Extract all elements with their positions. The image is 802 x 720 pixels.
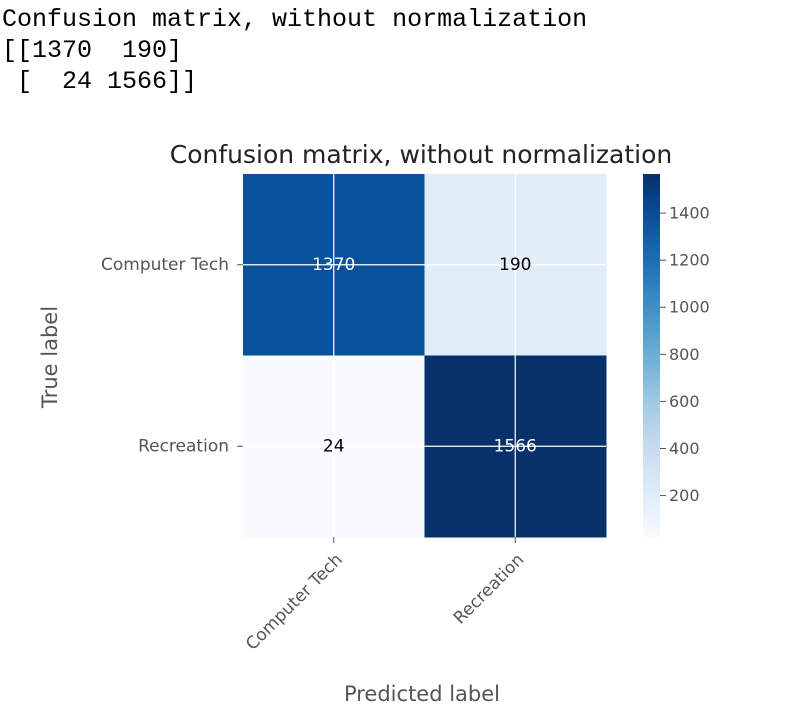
cell-value-1-0: 24: [323, 436, 345, 456]
x-axis-label: Predicted label: [344, 682, 500, 706]
colorbar-tick-label-6: 1400: [669, 204, 710, 223]
colorbar-tick-label-1: 400: [669, 439, 700, 458]
cell-value-0-0: 1370: [312, 255, 355, 275]
y-tick-label-1: Recreation: [138, 436, 229, 456]
heatmap-cell-labels: 1370 190 24 1566: [312, 255, 537, 457]
colorbar-tick-label-3: 800: [669, 345, 700, 364]
colorbar: [643, 174, 660, 537]
colorbar-tick-label-5: 1200: [669, 251, 710, 270]
console-line-row-2: [ 24 1566]]: [2, 67, 198, 96]
heatmap-gridlines: [243, 174, 606, 537]
cell-value-1-1: 1566: [494, 436, 537, 456]
console-output: Confusion matrix, without normalization[…: [2, 4, 587, 97]
y-tick-label-0: Computer Tech: [101, 255, 229, 275]
x-tick-label-0: Computer Tech: [242, 550, 347, 655]
y-axis-ticks: Computer Tech Recreation: [101, 255, 243, 456]
x-axis-ticks: Computer Tech Recreation: [242, 537, 528, 655]
colorbar-tick-label-2: 600: [669, 392, 700, 411]
colorbar-tick-label-4: 1000: [669, 298, 710, 317]
colorbar-ticks: 200 400 600 800 1000 1200 1400: [660, 204, 710, 505]
cell-value-0-1: 190: [499, 255, 531, 275]
heatmap-cells: [243, 174, 607, 538]
x-tick-label-1: Recreation: [450, 550, 528, 628]
y-axis-label: True label: [38, 306, 62, 409]
console-line-title: Confusion matrix, without normalization: [2, 5, 588, 34]
console-line-row-1: [[1370 190]: [2, 36, 183, 65]
chart-title: Confusion matrix, without normalization: [170, 140, 673, 169]
colorbar-tick-label-0: 200: [669, 486, 700, 505]
